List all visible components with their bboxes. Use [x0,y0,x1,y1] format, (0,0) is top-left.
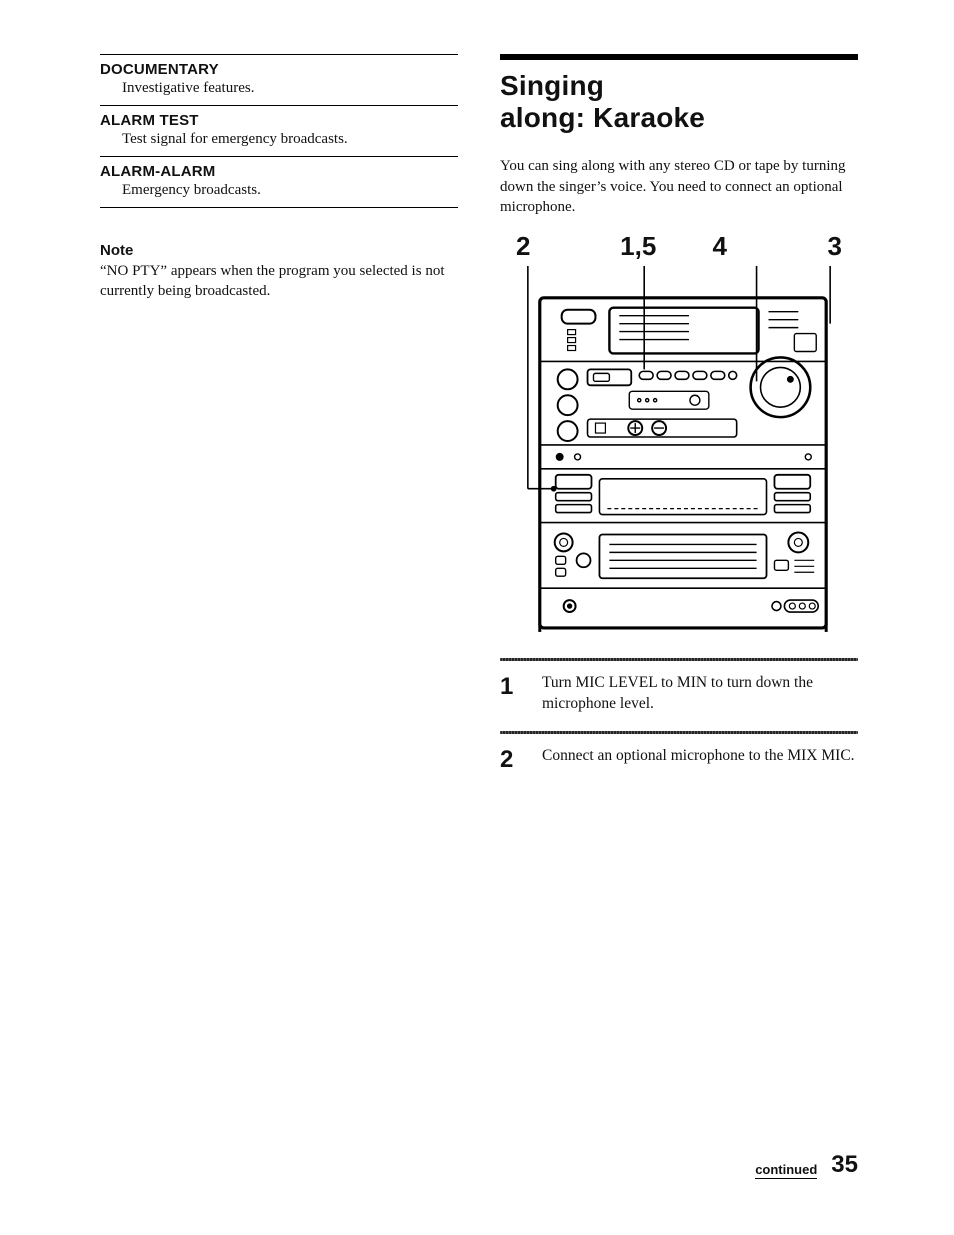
section-title-line: along: Karaoke [500,102,705,133]
page-footer: continued 35 [755,1151,858,1179]
step-text: Connect an optional microphone to the MI… [542,746,855,772]
step-separator [500,658,858,661]
definition-row: DOCUMENTARY Investigative features. [100,55,458,106]
step-separator [500,731,858,734]
callout-number: 4 [679,231,761,262]
step-item: 1 Turn MIC LEVEL to MIN to turn down the… [500,669,858,725]
step-number: 1 [500,673,528,715]
right-column: Singing along: Karaoke You can sing alon… [500,54,858,782]
continued-label: continued [755,1162,817,1179]
intro-paragraph: You can sing along with any stereo CD or… [500,156,858,217]
definition-term: DOCUMENTARY [100,61,458,78]
callout-numbers: 2 1,5 4 3 [500,231,858,262]
callout-number: 2 [510,231,598,262]
section-rule [500,54,858,60]
section-title-line: Singing [500,70,604,101]
left-column: DOCUMENTARY Investigative features. ALAR… [100,54,458,782]
definition-term: ALARM-ALARM [100,163,458,180]
page-number: 35 [831,1151,858,1179]
step-item: 2 Connect an optional microphone to the … [500,742,858,782]
note-heading: Note [100,242,458,259]
definition-description: Test signal for emergency broadcasts. [100,131,458,148]
definition-description: Investigative features. [100,80,458,97]
definition-row: ALARM-ALARM Emergency broadcasts. [100,157,458,208]
definition-description: Emergency broadcasts. [100,182,458,199]
note-block: Note “NO PTY” appears when the program y… [100,242,458,302]
device-illustration [500,262,858,640]
definition-row: ALARM TEST Test signal for emergency bro… [100,106,458,157]
callout-number: 3 [761,231,849,262]
note-body: “NO PTY” appears when the program you se… [100,261,458,302]
step-number: 2 [500,746,528,772]
definition-term: ALARM TEST [100,112,458,129]
definition-list: DOCUMENTARY Investigative features. ALAR… [100,54,458,208]
step-text: Turn MIC LEVEL to MIN to turn down the m… [542,673,858,715]
section-title: Singing along: Karaoke [500,70,858,134]
callout-number: 1,5 [598,231,680,262]
steps-list: 1 Turn MIC LEVEL to MIN to turn down the… [500,658,858,782]
